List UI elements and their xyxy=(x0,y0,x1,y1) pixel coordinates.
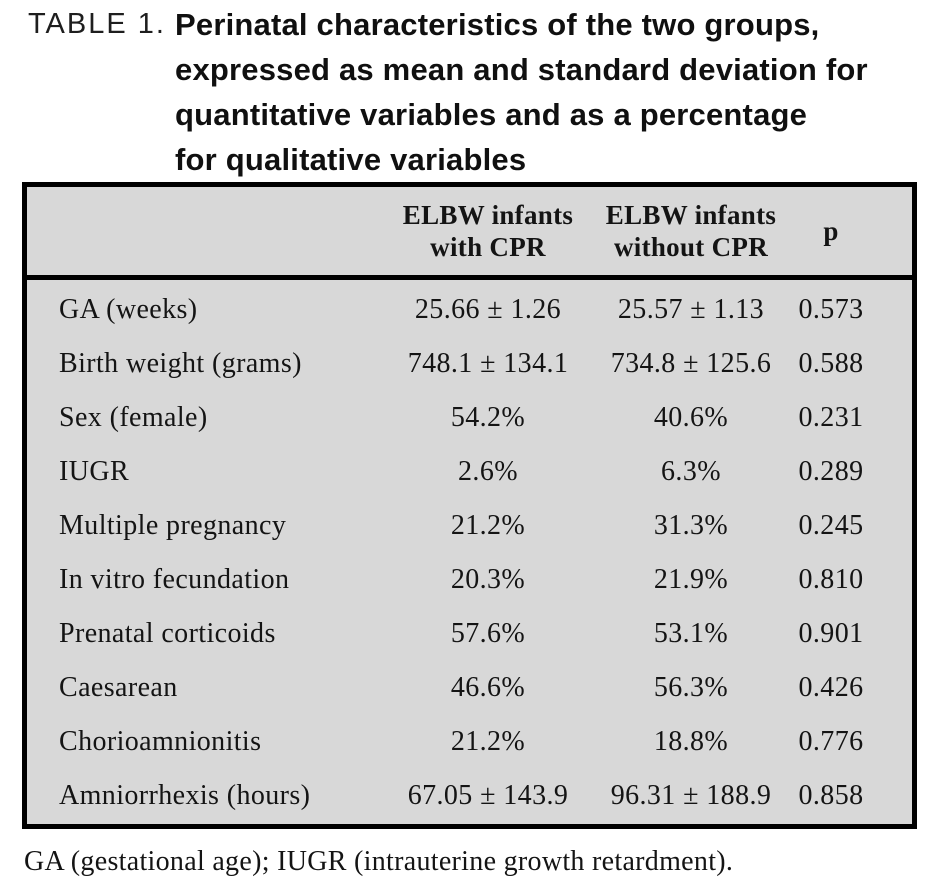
p-value: 0.426 xyxy=(798,672,864,703)
with-cpr-value: 2.6% xyxy=(458,456,518,487)
p-value: 0.289 xyxy=(798,456,864,487)
p-value: 0.245 xyxy=(798,510,864,541)
p-value: 0.588 xyxy=(798,348,864,379)
row-label: Chorioamnionitis xyxy=(59,726,262,757)
row-label: Caesarean xyxy=(59,672,178,703)
p-value: 0.858 xyxy=(798,780,864,811)
perinatal-table: ELBW infants with CPR ELBW infants witho… xyxy=(22,182,917,829)
with-cpr-value: 20.3% xyxy=(450,564,526,595)
with-cpr-value: 67.05 ± 143.9 xyxy=(407,780,569,811)
header-with-cpr: ELBW infants with CPR xyxy=(402,200,574,262)
header-p-value: p xyxy=(823,216,839,246)
with-cpr-value: 21.2% xyxy=(450,510,526,541)
without-cpr-value: 40.6% xyxy=(653,402,729,433)
table-header-row: ELBW infants with CPR ELBW infants witho… xyxy=(27,187,912,280)
row-label: IUGR xyxy=(59,456,130,487)
row-label: Birth weight (grams) xyxy=(59,348,302,379)
without-cpr-value: 6.3% xyxy=(661,456,721,487)
row-label: Prenatal corticoids xyxy=(59,618,276,649)
without-cpr-value: 31.3% xyxy=(653,510,729,541)
table-number-label: TABLE 1. xyxy=(28,8,166,40)
with-cpr-value: 21.2% xyxy=(450,726,526,757)
row-label: GA (weeks) xyxy=(59,294,198,325)
p-value: 0.901 xyxy=(798,618,864,649)
table-row: Caesarean 46.6% 56.3% 0.426 xyxy=(27,661,912,715)
p-value: 0.776 xyxy=(798,726,864,757)
row-label: Amniorrhexis (hours) xyxy=(59,780,311,811)
with-cpr-value: 25.66 ± 1.26 xyxy=(414,294,562,325)
table-row: Multiple pregnancy 21.2% 31.3% 0.245 xyxy=(27,499,912,553)
without-cpr-value: 53.1% xyxy=(653,618,729,649)
row-label: In vitro fecundation xyxy=(59,564,290,595)
p-value: 0.231 xyxy=(798,402,864,433)
table-row: Prenatal corticoids 57.6% 53.1% 0.901 xyxy=(27,607,912,661)
table-row: IUGR 2.6% 6.3% 0.289 xyxy=(27,445,912,499)
table-caption: TABLE 1. Perinatal characteristics of th… xyxy=(28,0,933,182)
without-cpr-value: 56.3% xyxy=(653,672,729,703)
with-cpr-value: 57.6% xyxy=(450,618,526,649)
table-row: Sex (female) 54.2% 40.6% 0.231 xyxy=(27,391,912,445)
table-row: In vitro fecundation 20.3% 21.9% 0.810 xyxy=(27,553,912,607)
without-cpr-value: 18.8% xyxy=(653,726,729,757)
without-cpr-value: 25.57 ± 1.13 xyxy=(617,294,765,325)
with-cpr-value: 46.6% xyxy=(450,672,526,703)
without-cpr-value: 21.9% xyxy=(653,564,729,595)
table-footnote: GA (gestational age); IUGR (intrauterine… xyxy=(24,846,734,877)
with-cpr-value: 54.2% xyxy=(450,402,526,433)
table-row: Amniorrhexis (hours) 67.05 ± 143.9 96.31… xyxy=(27,769,912,823)
row-label: Multiple pregnancy xyxy=(59,510,287,541)
table-body: GA (weeks) 25.66 ± 1.26 25.57 ± 1.13 0.5… xyxy=(27,280,912,824)
table-row: GA (weeks) 25.66 ± 1.26 25.57 ± 1.13 0.5… xyxy=(27,283,912,337)
header-without-cpr: ELBW infants without CPR xyxy=(605,200,777,262)
table-title: Perinatal characteristics of the two gro… xyxy=(175,7,868,177)
row-label: Sex (female) xyxy=(59,402,208,433)
with-cpr-value: 748.1 ± 134.1 xyxy=(407,348,569,379)
without-cpr-value: 96.31 ± 188.9 xyxy=(610,780,772,811)
table-row: Birth weight (grams) 748.1 ± 134.1 734.8… xyxy=(27,337,912,391)
table-row: Chorioamnionitis 21.2% 18.8% 0.776 xyxy=(27,715,912,769)
without-cpr-value: 734.8 ± 125.6 xyxy=(610,348,772,379)
p-value: 0.573 xyxy=(798,294,864,325)
p-value: 0.810 xyxy=(798,564,864,595)
